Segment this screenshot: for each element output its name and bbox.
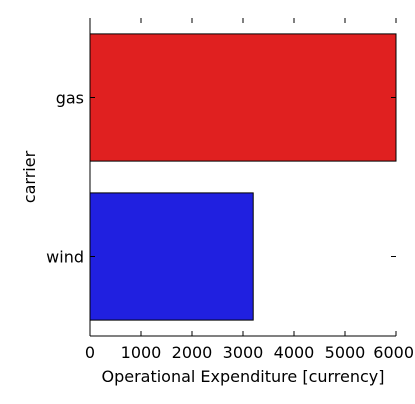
y-tick-label-gas: gas <box>56 89 84 108</box>
bar-wind <box>89 192 254 321</box>
x-tick-label-0: 0 <box>85 343 95 362</box>
x-tick-label-4000: 4000 <box>274 343 315 362</box>
x-tick-label-2000: 2000 <box>172 343 213 362</box>
x-tick-label-5000: 5000 <box>325 343 366 362</box>
bars-layer <box>89 33 397 321</box>
x-tick-labels: 0 1000 2000 3000 4000 5000 6000 <box>85 343 414 362</box>
y-axis-label: carrier <box>20 150 39 203</box>
y-tick-label-wind: wind <box>46 248 84 267</box>
x-tick-label-6000: 6000 <box>373 343 414 362</box>
x-tick-label-3000: 3000 <box>223 343 264 362</box>
y-tick-labels: gas wind <box>46 89 84 267</box>
x-axis-label: Operational Expenditure [currency] <box>101 367 384 386</box>
x-tick-label-1000: 1000 <box>121 343 162 362</box>
bar-gas <box>89 33 397 162</box>
